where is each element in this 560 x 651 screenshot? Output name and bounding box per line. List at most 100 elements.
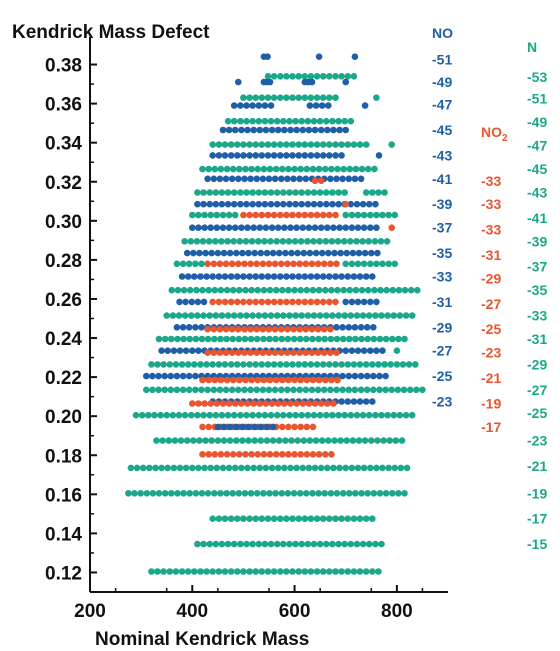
data-point-n <box>333 386 340 394</box>
data-point-n <box>197 568 204 575</box>
data-point-n <box>357 386 365 394</box>
data-point-n <box>312 437 320 444</box>
data-point-n <box>270 94 278 101</box>
data-point-n <box>155 386 162 394</box>
data-point-no2 <box>309 423 317 431</box>
data-point-n <box>319 515 327 522</box>
data-point-n <box>313 73 321 80</box>
data-point-no <box>353 200 361 208</box>
data-point-no <box>208 249 215 257</box>
data-point-n <box>326 73 333 80</box>
data-point-no2 <box>285 451 292 458</box>
data-point-no <box>374 249 381 257</box>
data-point-no <box>323 200 330 208</box>
data-point-n <box>379 260 386 268</box>
data-point-no <box>202 249 209 257</box>
data-point-n <box>295 141 303 148</box>
series-label-no2: -25 <box>481 321 501 337</box>
data-point-n <box>320 386 328 394</box>
data-point-n <box>218 238 225 245</box>
data-point-n <box>408 312 416 319</box>
data-point-n <box>295 361 303 368</box>
data-point-no2 <box>295 211 303 219</box>
data-point-no <box>244 126 251 134</box>
data-point-no <box>335 200 342 208</box>
data-point-n <box>338 141 345 148</box>
data-point-n <box>360 211 368 219</box>
data-point-no <box>215 152 223 159</box>
data-point-n <box>378 312 385 319</box>
data-point-no <box>252 152 259 159</box>
data-point-no2 <box>307 298 315 306</box>
data-point-n <box>354 211 362 219</box>
data-point-no2 <box>319 298 327 306</box>
data-point-n <box>221 361 229 368</box>
data-point-n <box>281 464 288 472</box>
data-point-no2 <box>317 400 325 407</box>
data-point-n <box>347 540 355 548</box>
data-point-n <box>228 386 236 394</box>
data-point-no <box>348 347 356 355</box>
data-point-n <box>328 286 335 294</box>
data-point-n <box>412 361 419 368</box>
data-point-n <box>342 211 350 219</box>
data-point-n <box>153 437 160 444</box>
data-point-n <box>227 361 235 368</box>
data-point-no2 <box>332 211 339 219</box>
data-point-no <box>315 53 323 60</box>
data-point-no <box>280 200 287 208</box>
data-point-no2 <box>290 325 297 333</box>
data-point-no <box>268 126 276 134</box>
data-point-no2 <box>289 298 296 306</box>
data-point-n <box>290 490 298 497</box>
data-point-n <box>388 141 396 148</box>
data-point-n <box>289 568 296 575</box>
data-point-n <box>402 312 410 319</box>
data-point-no <box>351 372 359 380</box>
data-point-no <box>360 224 368 231</box>
data-point-no2 <box>217 376 225 384</box>
data-point-no <box>348 298 356 306</box>
data-point-n <box>295 94 303 101</box>
data-point-no <box>361 249 369 257</box>
data-point-n <box>315 335 322 343</box>
data-point-n <box>307 568 315 575</box>
data-point-n <box>384 411 392 419</box>
data-point-no2 <box>271 349 279 357</box>
data-point-n <box>260 335 267 343</box>
data-point-no2 <box>285 423 292 431</box>
data-point-n <box>215 361 223 368</box>
data-point-no2 <box>303 376 311 384</box>
series-label-n: -31 <box>527 331 547 347</box>
data-point-no2 <box>207 400 214 407</box>
data-point-n <box>252 361 259 368</box>
data-point-n <box>402 411 410 419</box>
data-point-n <box>365 312 373 319</box>
data-point-no <box>239 249 246 257</box>
data-point-no <box>155 372 162 380</box>
data-point-n <box>198 335 206 343</box>
data-point-n <box>271 386 279 394</box>
data-point-n <box>361 437 369 444</box>
data-point-n <box>220 437 228 444</box>
data-point-no2 <box>244 400 251 407</box>
data-point-no <box>194 200 201 208</box>
data-point-no <box>339 372 346 380</box>
data-point-n <box>230 238 237 245</box>
data-point-no <box>243 102 250 109</box>
data-point-n <box>278 386 285 394</box>
series-label-n: -17 <box>527 511 547 527</box>
data-point-no <box>225 224 233 231</box>
data-point-n <box>211 335 218 343</box>
data-point-n <box>350 568 358 575</box>
data-point-no2 <box>228 349 236 357</box>
data-point-no2 <box>241 349 248 357</box>
data-point-n <box>414 286 421 294</box>
data-point-no2 <box>278 325 285 333</box>
data-point-no <box>281 126 288 134</box>
data-point-n <box>311 464 319 472</box>
data-point-n <box>329 312 336 319</box>
data-point-no <box>238 126 245 134</box>
data-point-no <box>246 273 253 280</box>
